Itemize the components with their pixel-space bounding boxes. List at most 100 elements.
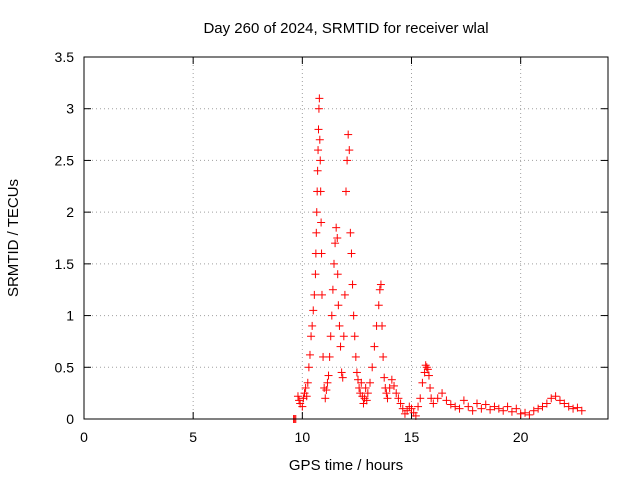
data-point [342, 187, 350, 196]
data-point [512, 404, 521, 413]
data-point [368, 363, 377, 372]
data-point [494, 404, 503, 413]
data-point [407, 404, 416, 413]
data-point [380, 373, 389, 382]
data-point [322, 386, 331, 395]
data-point [298, 402, 307, 411]
data-point [525, 410, 534, 419]
data-point [333, 270, 342, 279]
x-axis-label: GPS time / hours [289, 457, 403, 474]
data-point [312, 208, 321, 217]
y-tick-label: 0 [66, 411, 74, 427]
data-point [303, 378, 312, 387]
y-tick-label: 2.5 [55, 152, 75, 168]
data-point [337, 368, 346, 377]
data-point [486, 405, 495, 414]
x-tick-label: 0 [80, 429, 88, 445]
data-point [560, 399, 569, 408]
data-point [442, 396, 451, 405]
data-point [521, 408, 530, 417]
data-point [424, 371, 433, 380]
data-point [329, 259, 338, 268]
data-point [314, 125, 323, 134]
data-point [577, 406, 586, 415]
y-tick-label: 3.5 [55, 49, 75, 65]
data-point [312, 228, 321, 237]
y-tick-label: 3 [66, 101, 74, 117]
data-point [383, 394, 392, 403]
data-point [375, 285, 384, 294]
data-point [334, 301, 343, 310]
data-point [468, 406, 477, 415]
data-point [464, 402, 473, 411]
data-point [313, 166, 322, 175]
data-point [534, 404, 543, 413]
data-point [340, 290, 349, 299]
data-point [385, 383, 394, 392]
data-point [416, 394, 425, 403]
data-point [311, 270, 320, 279]
y-tick-label: 2 [66, 204, 74, 220]
data-point [317, 249, 326, 258]
data-point [317, 290, 326, 299]
data-point [305, 350, 314, 359]
data-point [332, 223, 341, 232]
data-point [321, 394, 330, 403]
data-point [438, 389, 447, 398]
data-point [348, 280, 357, 289]
data-point [304, 363, 313, 372]
data-point [542, 399, 551, 408]
y-tick-label: 1 [66, 308, 74, 324]
data-point [324, 371, 333, 380]
data-point [339, 332, 348, 341]
data-point [421, 361, 430, 370]
data-point [347, 249, 356, 258]
data-point [362, 396, 371, 405]
data-point [477, 404, 486, 413]
data-point [429, 399, 438, 408]
data-point [361, 383, 370, 392]
data-point [316, 187, 325, 196]
data-point [451, 402, 460, 411]
data-point [459, 396, 468, 405]
data-point [426, 383, 435, 392]
data-point [446, 400, 455, 409]
data-point [403, 406, 412, 415]
data-point [547, 394, 556, 403]
data-point [433, 394, 442, 403]
data-point [573, 403, 582, 412]
data-point [564, 402, 573, 411]
data-point [309, 306, 318, 315]
data-point [490, 402, 499, 411]
data-point [331, 239, 340, 248]
data-point [346, 228, 355, 237]
data-point [516, 409, 525, 418]
data-point [499, 406, 508, 415]
data-point [293, 392, 302, 401]
data-point [315, 94, 324, 103]
data-point [323, 378, 332, 387]
data-point [366, 378, 375, 387]
data-point [551, 392, 560, 401]
data-point [315, 135, 324, 144]
data-point [507, 407, 516, 416]
data-point [307, 332, 316, 341]
data-point [314, 104, 323, 113]
y-tick-label: 1.5 [55, 256, 75, 272]
data-point [370, 342, 379, 351]
axis-ticks: 0 5 10 15 20 0 0.5 1 1.5 2 2.5 3 3.5 [55, 49, 608, 445]
data-point [345, 146, 354, 155]
data-point [569, 404, 578, 413]
data-point [302, 392, 311, 401]
plot-frame [83, 56, 609, 420]
data-point [344, 130, 353, 139]
data-points [289, 94, 586, 423]
data-point [379, 352, 388, 361]
data-point [363, 389, 372, 398]
data-point [382, 389, 391, 398]
data-point [338, 373, 347, 382]
data-point [394, 394, 403, 403]
data-point [325, 352, 334, 361]
